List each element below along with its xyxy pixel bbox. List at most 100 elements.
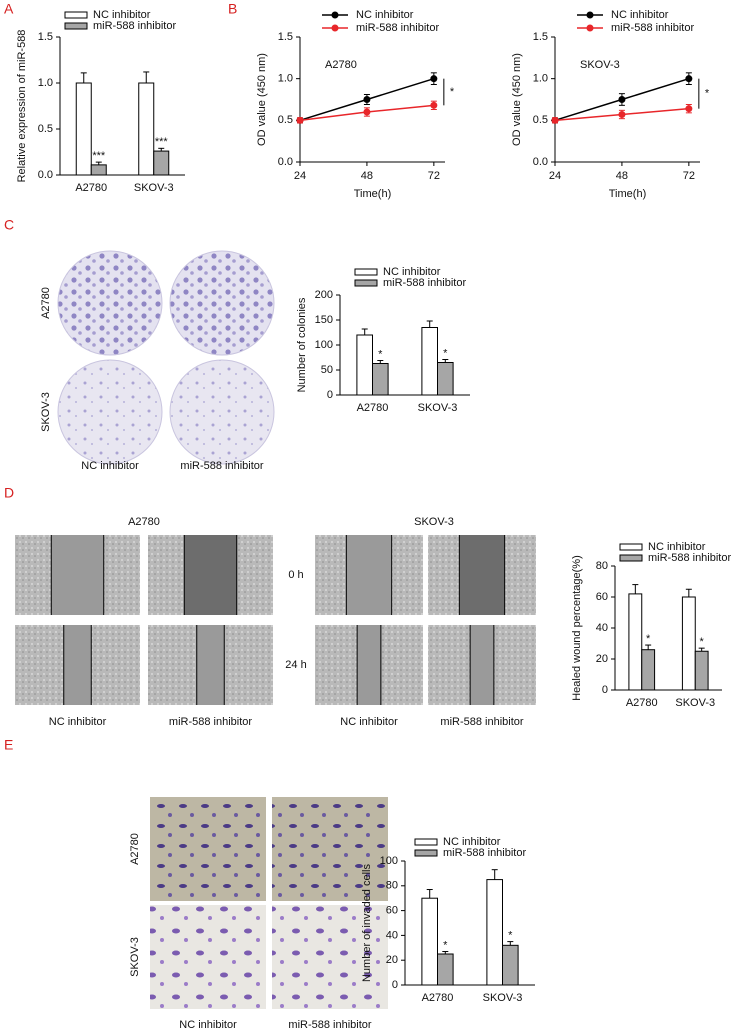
x-tick-label: 48 [361, 170, 373, 182]
colony-plate [57, 250, 163, 356]
x-tick-label: A2780 [626, 697, 658, 709]
y-tick-label: 0.0 [533, 156, 548, 168]
bar [437, 362, 454, 396]
panel-label: E [4, 737, 13, 753]
x-tick-label: SKOV-3 [483, 992, 523, 1004]
invasion-image [150, 905, 266, 1009]
y-tick-label: 40 [596, 622, 608, 634]
column-label: miR-588 inhibitor [169, 716, 252, 728]
y-tick-label: 50 [321, 364, 333, 376]
x-tick-label: 72 [428, 170, 440, 182]
legend-marker [331, 24, 339, 32]
y-tick-label: 60 [386, 905, 398, 917]
y-tick-label: 1.5 [278, 31, 293, 43]
row-label: SKOV-3 [40, 392, 52, 432]
legend-swatch [64, 22, 88, 30]
legend-label: miR-588 inhibitor [648, 552, 731, 564]
column-label: NC inhibitor [179, 1019, 237, 1031]
y-tick-label: 0.5 [533, 114, 548, 126]
legend-marker [586, 11, 594, 19]
wound-gap [63, 625, 92, 705]
x-tick-label: SKOV-3 [134, 182, 174, 194]
point [430, 101, 438, 109]
y-tick-label: 200 [315, 289, 333, 301]
row-label: A2780 [129, 833, 141, 865]
significance: * [443, 347, 448, 359]
bar [681, 596, 696, 691]
y-tick-label: 60 [596, 591, 608, 603]
bar [90, 164, 107, 176]
colony-plate [169, 250, 275, 356]
legend-swatch [64, 11, 88, 19]
y-tick-label: 0.0 [38, 169, 53, 181]
y-axis-label: OD value (450 nm) [511, 53, 523, 146]
y-tick-label: 1.0 [278, 73, 293, 85]
legend-swatch [414, 849, 438, 857]
legend-swatch [619, 543, 643, 551]
x-axis-label: Time(h) [354, 188, 391, 200]
y-tick-label: 1.0 [533, 73, 548, 85]
row-label: A2780 [40, 287, 52, 319]
significance: * [508, 930, 513, 942]
y-tick-label: 20 [386, 954, 398, 966]
legend-swatch [354, 268, 378, 276]
cell-label: A2780 [325, 59, 357, 71]
y-axis-label: OD value (450 nm) [256, 53, 268, 146]
panel-label: C [4, 217, 14, 233]
y-axis-label: Number of invaded cells [361, 864, 373, 983]
bar [372, 363, 389, 396]
y-tick-label: 100 [380, 855, 398, 867]
legend-label: NC inhibitor [93, 9, 151, 21]
y-tick-label: 0.0 [278, 156, 293, 168]
significance: * [700, 636, 705, 648]
x-tick-label: A2780 [357, 402, 389, 414]
wound-gap [459, 535, 505, 615]
significance: * [443, 939, 448, 951]
significance: *** [155, 136, 169, 148]
y-axis-label: Healed wound percentage(%) [571, 555, 583, 701]
column-label: miR-588 inhibitor [440, 716, 523, 728]
wound-gap [184, 535, 237, 615]
invasion-image [272, 797, 388, 901]
column-label: miR-588 inhibitor [288, 1019, 371, 1031]
bar [437, 953, 454, 986]
bar [356, 334, 373, 396]
cell-label: SKOV-3 [580, 59, 620, 71]
time-label: 24 h [285, 659, 306, 671]
y-tick-label: 1.0 [38, 77, 53, 89]
y-tick-label: 80 [596, 560, 608, 572]
point [685, 105, 693, 113]
group-label: A2780 [128, 516, 160, 528]
x-tick-label: SKOV-3 [675, 697, 715, 709]
y-tick-label: 0.5 [38, 123, 53, 135]
legend-label: NC inhibitor [383, 266, 441, 278]
row-label: SKOV-3 [129, 937, 141, 977]
y-tick-label: 0 [327, 389, 333, 401]
invasion-image [150, 797, 266, 901]
legend-label: NC inhibitor [648, 541, 706, 553]
y-tick-label: 40 [386, 929, 398, 941]
x-tick-label: 72 [683, 170, 695, 182]
point [296, 116, 304, 124]
legend-label: miR-588 inhibitor [611, 22, 694, 34]
legend-label: miR-588 inhibitor [383, 277, 466, 289]
point [363, 108, 371, 116]
time-label: 0 h [288, 569, 303, 581]
legend-label: miR-588 inhibitor [443, 847, 526, 859]
legend-swatch [354, 279, 378, 287]
y-axis-label: Number of colonies [296, 297, 308, 392]
significance: *** [92, 150, 106, 162]
legend-marker [331, 11, 339, 19]
wound-gap [357, 625, 381, 705]
bar [694, 650, 709, 691]
y-tick-label: 100 [315, 339, 333, 351]
wound-gap [196, 625, 225, 705]
significance: * [646, 633, 651, 645]
legend-label: miR-588 inhibitor [93, 20, 176, 32]
y-tick-label: 20 [596, 653, 608, 665]
legend-swatch [414, 838, 438, 846]
column-label: NC inhibitor [340, 716, 398, 728]
panel-label: A [4, 1, 14, 17]
point [430, 75, 438, 83]
